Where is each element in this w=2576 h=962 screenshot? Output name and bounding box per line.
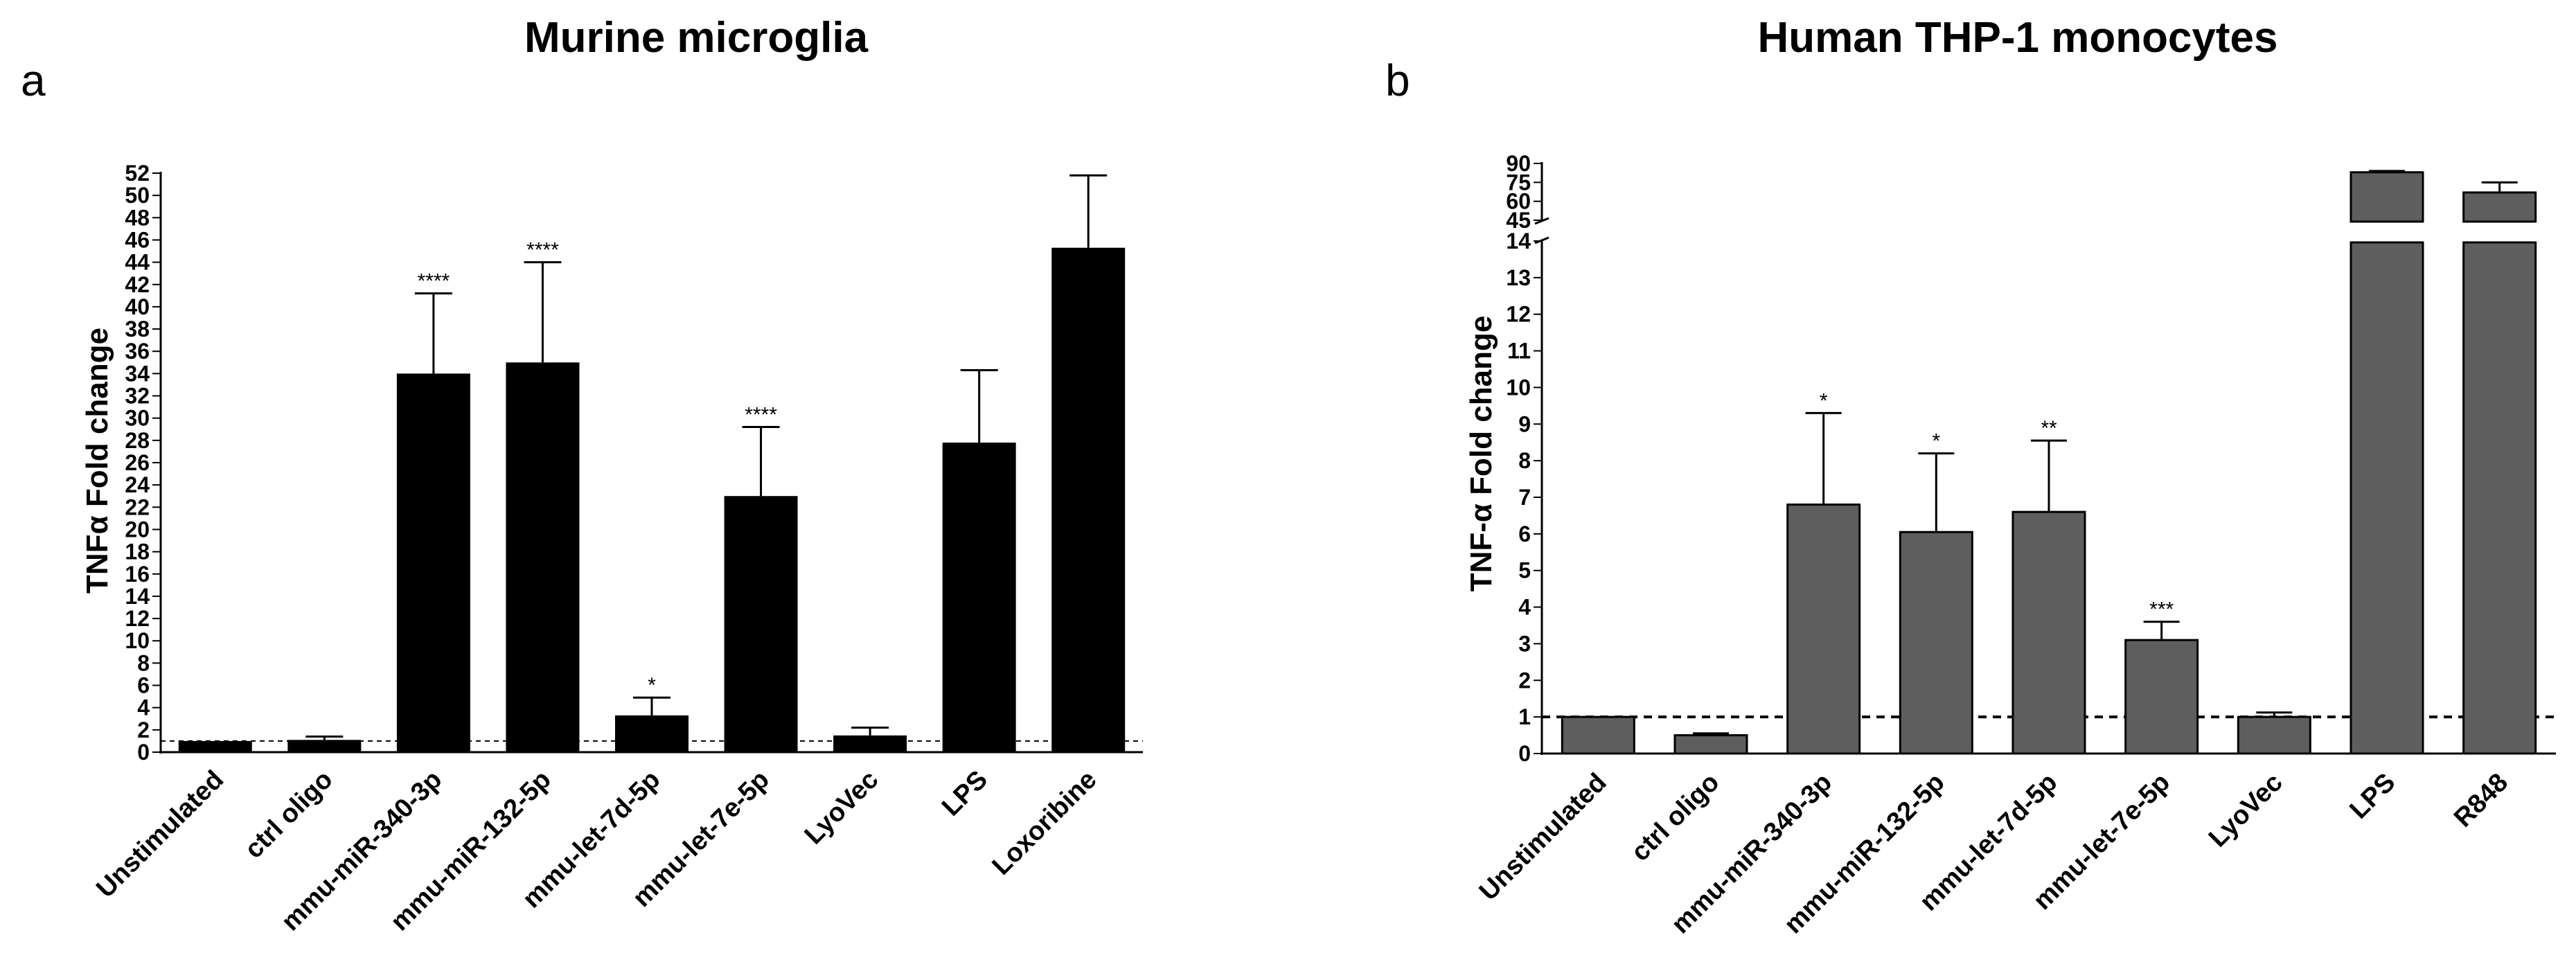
y-tick-label-13: 13 <box>1506 265 1531 290</box>
bar-upper-segment-lps <box>2350 171 2424 223</box>
y-tick-label-10: 10 <box>125 628 150 653</box>
y-tick-label-14: 14 <box>125 584 150 609</box>
panel-a-y-axis-label: TNFα Fold change <box>80 328 114 594</box>
y-tick-label-5: 5 <box>1518 558 1531 583</box>
x-tick-label-r848: R848 <box>2449 768 2514 833</box>
y-tick-label-0: 0 <box>1518 741 1531 766</box>
y-tick-label-8: 8 <box>137 650 150 675</box>
y-tick-label-7: 7 <box>1518 485 1531 510</box>
bar-mmu-let-7d-5p <box>2011 510 2086 755</box>
y-tick-label-42: 42 <box>125 272 150 297</box>
y-tick-label-22: 22 <box>125 495 150 519</box>
significance-mmu-let-7e-5p: **** <box>745 404 777 427</box>
y-tick-label-52: 52 <box>125 161 150 186</box>
bar-mmu-mir-132-5p <box>506 362 580 752</box>
bar-upper-segment-r848 <box>2462 191 2537 223</box>
x-tick-label-ctrl-oligo: ctrl oligo <box>1626 768 1725 867</box>
bar-lps <box>942 443 1016 752</box>
significance-mmu-mir-340-3p: * <box>1820 389 1828 412</box>
bar-mmu-let-7d-5p <box>615 715 689 752</box>
panel-b-axes <box>1534 162 2556 755</box>
y-tick-label-12: 12 <box>1506 302 1531 327</box>
x-tick-label-loxoribine: Loxoribine <box>987 765 1103 881</box>
y-tick-label-30: 30 <box>125 406 150 431</box>
y-tick-label-2: 2 <box>137 718 150 742</box>
panel-a-title: Murine microglia <box>524 14 869 62</box>
panel-b-bars <box>1561 170 2537 755</box>
bar-mmu-mir-340-3p <box>396 373 470 752</box>
y-tick-label-38: 38 <box>125 317 150 341</box>
bar-mmu-mir-340-3p <box>1786 504 1861 755</box>
significance-mmu-mir-132-5p: * <box>1932 430 1940 453</box>
y-tick-label-20: 20 <box>125 517 150 542</box>
y-tick-label-4: 4 <box>1518 595 1531 620</box>
x-tick-label-lps: LPS <box>936 765 993 822</box>
panel-a-axes <box>152 172 1143 754</box>
bar-lower-segment-r848 <box>2462 241 2537 755</box>
x-tick-label-unstimulated: Unstimulated <box>1474 768 1613 907</box>
y-tick-label-36: 36 <box>125 339 150 364</box>
panel-a-chart: a Murine microglia TNFα Fold change Unst… <box>21 14 1143 936</box>
significance-mmu-mir-132-5p: **** <box>526 239 559 262</box>
panel-a-label: a <box>21 55 46 105</box>
bar-mmu-let-7e-5p <box>724 496 798 752</box>
x-tick-label-lps: LPS <box>2344 768 2401 825</box>
panel-a-bars <box>178 174 1126 752</box>
y-tick-label-18: 18 <box>125 540 150 564</box>
bar-unstimulated <box>1561 715 1635 755</box>
y-tick-label-0: 0 <box>137 740 150 765</box>
y-tick-label-32: 32 <box>125 384 150 409</box>
bar-mmu-let-7e-5p <box>2124 639 2199 755</box>
y-tick-label-75: 75 <box>1506 170 1531 195</box>
significance-mmu-mir-340-3p: **** <box>418 270 450 293</box>
y-tick-label-6: 6 <box>137 673 150 698</box>
bar-lyovec <box>833 735 907 752</box>
y-tick-label-4: 4 <box>137 695 150 720</box>
bar-ctrl-oligo <box>287 740 362 752</box>
significance-mmu-let-7d-5p: ** <box>2041 417 2057 440</box>
y-tick-label-34: 34 <box>125 361 150 386</box>
panel-b-label: b <box>1385 55 1410 105</box>
y-tick-label-50: 50 <box>125 183 150 208</box>
panel-b-y-axis-label: TNF-α Fold change <box>1464 316 1498 592</box>
y-tick-label-28: 28 <box>125 428 150 453</box>
y-tick-label-14: 14 <box>1506 229 1531 253</box>
significance-mmu-let-7e-5p: *** <box>2149 598 2174 621</box>
y-tick-label-12: 12 <box>125 606 150 631</box>
y-tick-label-6: 6 <box>1518 522 1531 546</box>
y-tick-label-1: 1 <box>1518 704 1531 729</box>
bar-ctrl-oligo <box>1673 734 1748 755</box>
y-tick-label-60: 60 <box>1506 189 1531 214</box>
y-tick-label-16: 16 <box>125 562 150 587</box>
y-tick-label-2: 2 <box>1518 668 1531 693</box>
y-tick-label-44: 44 <box>125 250 150 275</box>
significance-mmu-let-7d-5p: * <box>648 674 656 697</box>
y-tick-label-45: 45 <box>1506 208 1531 233</box>
y-tick-label-9: 9 <box>1518 411 1531 436</box>
y-tick-label-48: 48 <box>125 205 150 230</box>
x-tick-label-lyovec: LyoVec <box>799 765 885 850</box>
x-tick-label-lyovec: LyoVec <box>2203 768 2289 853</box>
y-tick-label-46: 46 <box>125 227 150 252</box>
y-tick-label-40: 40 <box>125 294 150 319</box>
x-tick-label-unstimulated: Unstimulated <box>91 765 229 904</box>
bar-lyovec <box>2237 715 2311 755</box>
bar-loxoribine <box>1051 247 1126 752</box>
y-tick-label-90: 90 <box>1506 151 1531 176</box>
bar-mmu-mir-132-5p <box>1899 531 1973 755</box>
y-tick-label-3: 3 <box>1518 631 1531 656</box>
x-tick-label-ctrl-oligo: ctrl oligo <box>240 765 339 864</box>
panel-b-chart: b Human THP-1 monocytes TNF-α Fold chang… <box>1385 14 2556 939</box>
y-tick-label-10: 10 <box>1506 375 1531 400</box>
bar-unstimulated <box>178 740 252 752</box>
panel-b-title: Human THP-1 monocytes <box>1757 14 2277 62</box>
y-tick-label-11: 11 <box>1507 339 1531 364</box>
y-tick-label-26: 26 <box>125 450 150 475</box>
bar-lower-segment-lps <box>2350 241 2424 755</box>
y-tick-label-8: 8 <box>1518 448 1531 473</box>
y-tick-label-24: 24 <box>125 472 150 497</box>
